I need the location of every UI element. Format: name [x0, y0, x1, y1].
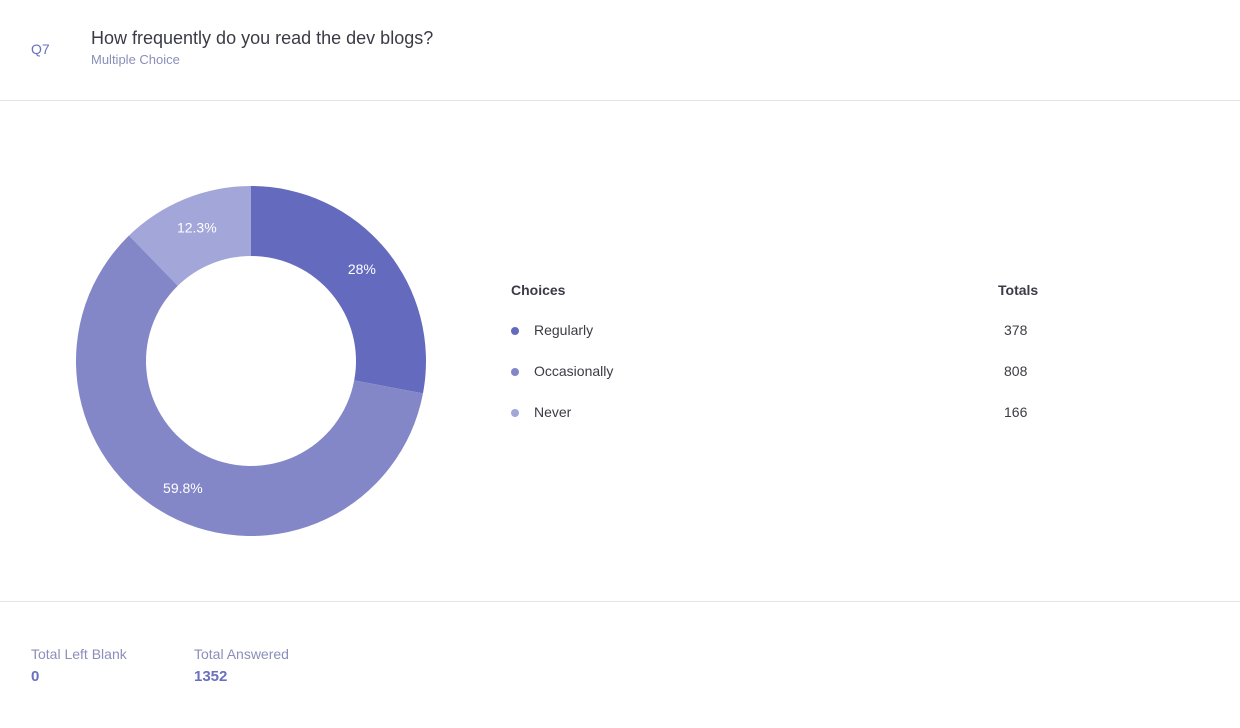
choices-header: Choices — [511, 282, 566, 298]
choice-label: Regularly — [534, 322, 594, 338]
legend-rows: Regularly 378 Occasionally 808 Never 166 — [511, 322, 1071, 445]
series-dot-icon — [511, 368, 519, 376]
donut-slice-occasionally — [75, 235, 423, 537]
results-legend: Choices Totals Regularly 378 Occasionall… — [511, 282, 1071, 420]
total-answered-value: 1352 — [194, 668, 228, 685]
total-answered-label: Total Answered — [194, 646, 289, 662]
legend-row-regularly: Regularly 378 — [511, 322, 1071, 363]
slice-percent-label: 12.3% — [177, 220, 217, 236]
choice-total: 808 — [1004, 363, 1028, 379]
choice-label: Occasionally — [534, 363, 614, 379]
donut-slice-regularly — [251, 186, 426, 394]
donut-chart: 28% 59.8% 12.3% — [75, 186, 426, 537]
slice-percent-label: 59.8% — [163, 480, 203, 496]
total-answered: Total Answered 1352 — [194, 646, 289, 685]
summary-footer: Total Left Blank 0 Total Answered 1352 — [0, 601, 1240, 728]
total-left-blank: Total Left Blank 0 — [31, 646, 127, 685]
legend-header: Choices Totals — [511, 282, 1071, 302]
donut-slice-never — [128, 186, 251, 286]
totals-header: Totals — [998, 282, 1039, 298]
slice-percent-label: 28% — [348, 261, 376, 277]
question-title: How frequently do you read the dev blogs… — [91, 28, 434, 48]
question-number: Q7 — [31, 41, 50, 57]
legend-row-occasionally: Occasionally 808 — [511, 363, 1071, 404]
series-dot-icon — [511, 409, 519, 417]
total-left-blank-value: 0 — [31, 668, 40, 685]
choice-total: 166 — [1004, 404, 1028, 420]
question-header: Q7 How frequently do you read the dev bl… — [0, 0, 1240, 101]
legend-row-never: Never 166 — [511, 404, 1071, 445]
question-type: Multiple Choice — [91, 52, 180, 67]
chart-area: 28% 59.8% 12.3% Choices Totals Regularly 3… — [0, 101, 1240, 601]
choice-label: Never — [534, 404, 572, 420]
series-dot-icon — [511, 327, 519, 335]
choice-total: 378 — [1004, 322, 1028, 338]
total-left-blank-label: Total Left Blank — [31, 646, 127, 662]
